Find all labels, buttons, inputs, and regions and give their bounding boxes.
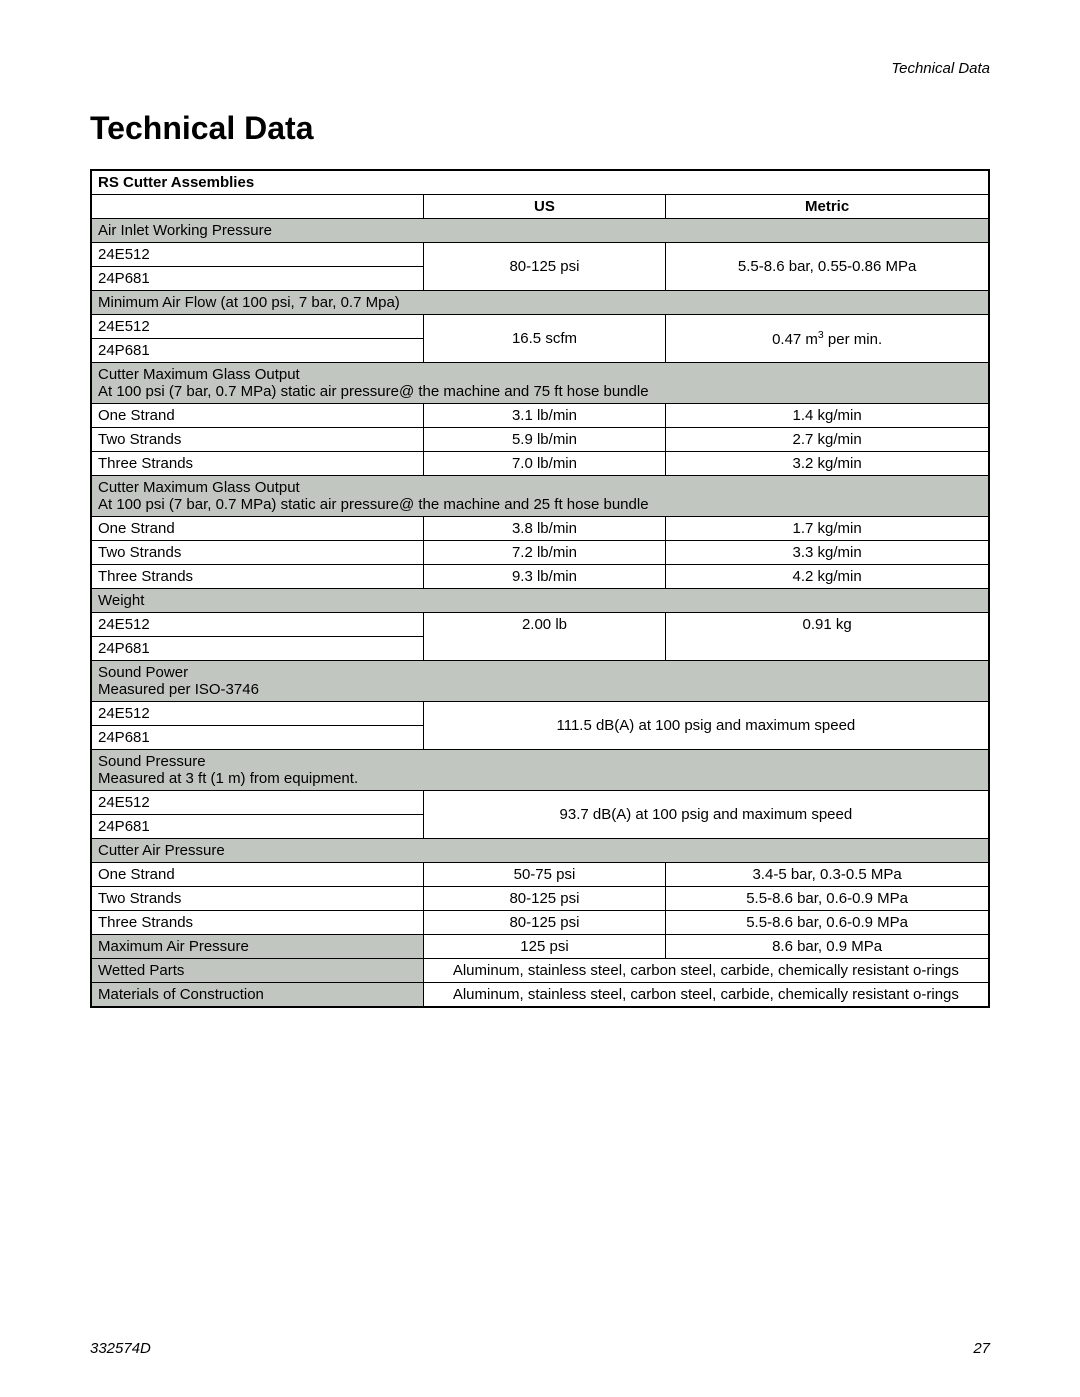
g25-3-m: 4.2 kg/min xyxy=(666,565,989,589)
g75-1-us: 3.1 lb/min xyxy=(423,404,665,428)
blank-header xyxy=(91,195,423,219)
sound-pressure-val: 93.7 dB(A) at 100 psig and maximum speed xyxy=(423,791,989,839)
section-cutter-25: Cutter Maximum Glass Output At 100 psi (… xyxy=(91,476,989,517)
model-24p681-b: 24P681 xyxy=(91,339,423,363)
wetted-parts: Wetted Parts xyxy=(91,959,423,983)
weight-m: 0.91 kg xyxy=(666,613,989,661)
two-strands-b: Two Strands xyxy=(91,541,423,565)
three-strands-a: Three Strands xyxy=(91,452,423,476)
g25-1-m: 1.7 kg/min xyxy=(666,517,989,541)
technical-data-table: RS Cutter Assemblies US Metric Air Inlet… xyxy=(90,169,990,1008)
g75-1-m: 1.4 kg/min xyxy=(666,404,989,428)
cap-2-us: 80-125 psi xyxy=(423,887,665,911)
g75-3-m: 3.2 kg/min xyxy=(666,452,989,476)
col-metric: Metric xyxy=(666,195,989,219)
model-24p681-d: 24P681 xyxy=(91,726,423,750)
cap-1-us: 50-75 psi xyxy=(423,863,665,887)
cap-1-m: 3.4-5 bar, 0.3-0.5 MPa xyxy=(666,863,989,887)
sound-power-val: 111.5 dB(A) at 100 psig and maximum spee… xyxy=(423,702,989,750)
model-24p681-c: 24P681 xyxy=(91,637,423,661)
g75-3-us: 7.0 lb/min xyxy=(423,452,665,476)
g25-1-us: 3.8 lb/min xyxy=(423,517,665,541)
g25-2-us: 7.2 lb/min xyxy=(423,541,665,565)
g25-3-us: 9.3 lb/min xyxy=(423,565,665,589)
cap-3-m: 5.5-8.6 bar, 0.6-0.9 MPa xyxy=(666,911,989,935)
model-24e512-b: 24E512 xyxy=(91,315,423,339)
section-weight: Weight xyxy=(91,589,989,613)
air-inlet-us: 80-125 psi xyxy=(423,243,665,291)
col-us: US xyxy=(423,195,665,219)
materials: Materials of Construction xyxy=(91,983,423,1008)
footer-doc-id: 332574D xyxy=(90,1340,151,1357)
g75-2-m: 2.7 kg/min xyxy=(666,428,989,452)
two-strands-c: Two Strands xyxy=(91,887,423,911)
one-strand-b: One Strand xyxy=(91,517,423,541)
g75-2-us: 5.9 lb/min xyxy=(423,428,665,452)
model-24e512-d: 24E512 xyxy=(91,702,423,726)
three-strands-c: Three Strands xyxy=(91,911,423,935)
model-24p681: 24P681 xyxy=(91,267,423,291)
page: Technical Data Technical Data RS Cutter … xyxy=(0,0,1080,1397)
section-cutter-air-pressure: Cutter Air Pressure xyxy=(91,839,989,863)
wetted-val: Aluminum, stainless steel, carbon steel,… xyxy=(423,959,989,983)
weight-us: 2.00 lb xyxy=(423,613,665,661)
footer-page-num: 27 xyxy=(973,1340,990,1357)
one-strand-c: One Strand xyxy=(91,863,423,887)
section-sound-pressure: Sound Pressure Measured at 3 ft (1 m) fr… xyxy=(91,750,989,791)
airflow-metric: 0.47 m3 per min. xyxy=(666,315,989,363)
two-strands-a: Two Strands xyxy=(91,428,423,452)
table-title: RS Cutter Assemblies xyxy=(91,170,989,195)
section-sound-power: Sound Power Measured per ISO-3746 xyxy=(91,661,989,702)
g25-2-m: 3.3 kg/min xyxy=(666,541,989,565)
section-cutter-75: Cutter Maximum Glass Output At 100 psi (… xyxy=(91,363,989,404)
air-inlet-metric: 5.5-8.6 bar, 0.55-0.86 MPa xyxy=(666,243,989,291)
max-air-m: 8.6 bar, 0.9 MPa xyxy=(666,935,989,959)
section-min-airflow: Minimum Air Flow (at 100 psi, 7 bar, 0.7… xyxy=(91,291,989,315)
one-strand-a: One Strand xyxy=(91,404,423,428)
three-strands-b: Three Strands xyxy=(91,565,423,589)
cap-2-m: 5.5-8.6 bar, 0.6-0.9 MPa xyxy=(666,887,989,911)
max-air-pressure: Maximum Air Pressure xyxy=(91,935,423,959)
model-24e512-c: 24E512 xyxy=(91,613,423,637)
model-24e512: 24E512 xyxy=(91,243,423,267)
airflow-us: 16.5 scfm xyxy=(423,315,665,363)
model-24e512-e: 24E512 xyxy=(91,791,423,815)
materials-val: Aluminum, stainless steel, carbon steel,… xyxy=(423,983,989,1008)
section-air-inlet: Air Inlet Working Pressure xyxy=(91,219,989,243)
footer: 332574D 27 xyxy=(90,1340,990,1357)
cap-3-us: 80-125 psi xyxy=(423,911,665,935)
max-air-us: 125 psi xyxy=(423,935,665,959)
model-24p681-e: 24P681 xyxy=(91,815,423,839)
page-title: Technical Data xyxy=(90,110,990,147)
header-section-label: Technical Data xyxy=(891,60,990,77)
